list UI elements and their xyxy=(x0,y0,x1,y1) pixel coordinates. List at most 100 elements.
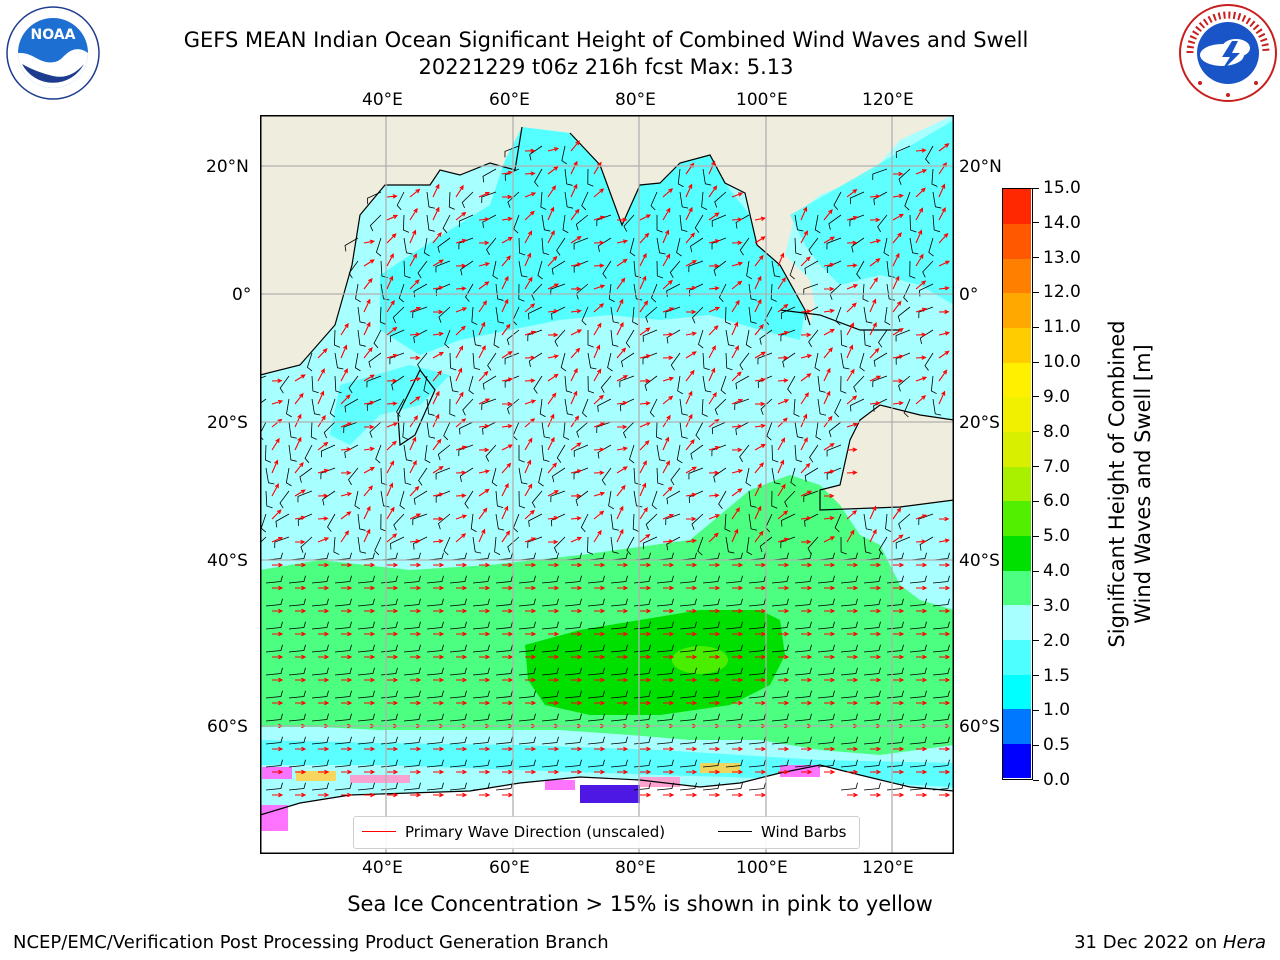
wind-barb xyxy=(597,237,612,252)
colorbar-swatch xyxy=(1003,500,1031,536)
wind-barb xyxy=(357,536,367,554)
wind-barb xyxy=(656,736,674,745)
wave-arrow xyxy=(478,370,489,382)
wave-arrow xyxy=(778,562,790,568)
wind-barb xyxy=(873,352,888,367)
wave-arrow xyxy=(501,275,509,290)
wave-arrow xyxy=(271,536,284,543)
wind-barb xyxy=(391,375,405,391)
wind-barb xyxy=(482,375,497,390)
wind-barb xyxy=(748,513,758,531)
wave-arrow xyxy=(478,281,490,290)
wave-arrow xyxy=(571,631,583,637)
wave-arrow xyxy=(915,229,923,244)
wave-arrow xyxy=(502,585,514,591)
wind-barb xyxy=(472,690,490,699)
wave-arrow xyxy=(617,631,629,637)
wave-arrow xyxy=(409,229,417,244)
wind-barb xyxy=(771,444,779,463)
wave-arrow xyxy=(363,346,373,359)
wind-barb xyxy=(426,191,435,209)
wind-barb xyxy=(288,621,306,630)
wave-arrow xyxy=(341,562,353,568)
wave-arrow xyxy=(525,631,537,637)
wind-barb xyxy=(561,145,568,165)
wind-barb xyxy=(702,575,720,584)
wave-arrow xyxy=(455,470,467,475)
wave-arrow xyxy=(409,355,421,361)
wind-barb xyxy=(909,598,927,607)
wind-barb xyxy=(873,398,888,412)
wind-barb xyxy=(468,375,474,395)
wind-barb xyxy=(748,713,766,722)
wave-arrow xyxy=(341,746,353,752)
wind-barb xyxy=(518,444,525,463)
map-frame xyxy=(260,115,954,854)
wind-barb xyxy=(633,283,643,301)
wave-arrow xyxy=(455,367,463,382)
wind-barb xyxy=(504,145,520,158)
wave-arrow xyxy=(571,608,583,614)
colorbar-tick-mark xyxy=(1033,187,1039,189)
wind-barb xyxy=(449,759,467,768)
wind-barb xyxy=(587,690,605,699)
wave-arrow xyxy=(662,188,674,198)
wave-arrow xyxy=(824,677,836,683)
wave-arrow xyxy=(939,654,951,660)
wave-arrow xyxy=(272,654,284,660)
wave-arrow xyxy=(386,533,398,543)
wave-arrow xyxy=(272,562,284,568)
wind-barb xyxy=(932,713,950,722)
wave-arrow xyxy=(571,654,583,660)
wind-barb xyxy=(357,690,375,699)
wave-arrow xyxy=(639,300,649,313)
wind-barb xyxy=(670,467,681,486)
wind-barb xyxy=(471,306,478,325)
wave-arrow xyxy=(823,286,835,292)
wave-arrow xyxy=(547,332,559,338)
wave-arrow xyxy=(870,562,882,568)
wave-arrow xyxy=(870,631,882,637)
wind-barb xyxy=(817,690,835,699)
wind-barb xyxy=(265,713,283,722)
wind-barb xyxy=(459,467,474,482)
wind-barb xyxy=(531,490,543,508)
wind-barb xyxy=(711,237,727,250)
wind-barb xyxy=(725,536,735,554)
wind-barb xyxy=(679,667,697,676)
wave-arrow xyxy=(915,395,927,405)
wind-barb xyxy=(564,736,582,745)
wind-barb xyxy=(932,759,950,768)
wave-arrow xyxy=(847,746,859,752)
wind-barb xyxy=(518,736,536,745)
wave-arrow xyxy=(778,677,790,683)
wave-arrow xyxy=(777,378,789,383)
wave-arrow xyxy=(824,608,836,614)
wind-barb xyxy=(288,713,306,722)
wind-barb xyxy=(426,621,444,630)
wind-barb xyxy=(834,398,842,418)
wave-arrow xyxy=(824,562,836,568)
wind-barb xyxy=(357,667,375,676)
wind-barb xyxy=(809,444,819,463)
colorbar-tick-mark xyxy=(1033,257,1039,259)
wave-arrow xyxy=(502,562,514,568)
wave-arrow xyxy=(870,769,882,775)
wind-barb xyxy=(587,759,605,768)
wind-barb xyxy=(679,690,697,699)
wind-barb xyxy=(581,398,589,418)
colorbar-swatch xyxy=(1003,743,1031,779)
wind-barb xyxy=(504,352,520,365)
wave-arrow xyxy=(364,654,376,660)
wave-arrow xyxy=(801,562,813,568)
wind-barb xyxy=(863,536,872,554)
wind-barb xyxy=(610,644,628,653)
wind-barb xyxy=(610,713,628,722)
wave-arrow xyxy=(387,585,399,591)
wind-barb xyxy=(665,513,681,526)
wave-arrow xyxy=(893,631,905,637)
wave-arrow xyxy=(778,631,790,637)
wave-arrow xyxy=(708,470,720,476)
wind-barb xyxy=(426,398,435,416)
wave-arrow xyxy=(639,482,647,497)
